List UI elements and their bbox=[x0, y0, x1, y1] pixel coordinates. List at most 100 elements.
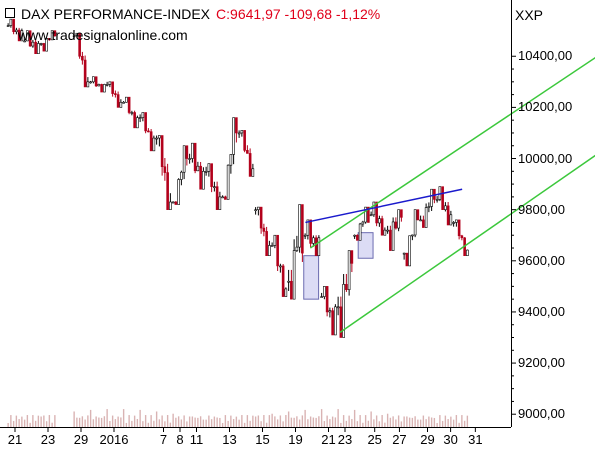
candle-body bbox=[199, 165, 202, 190]
candle-body bbox=[116, 94, 120, 108]
volume-bar bbox=[216, 417, 218, 427]
volume-bar bbox=[422, 415, 425, 427]
y-tick-label: 9800,00 bbox=[518, 201, 565, 217]
candle-body bbox=[9, 18, 13, 26]
volume-bar bbox=[441, 420, 444, 427]
x-tick-label: 23 bbox=[40, 432, 56, 447]
volume-bar bbox=[106, 409, 108, 427]
candle-body bbox=[166, 172, 169, 210]
volume-bar bbox=[43, 415, 45, 427]
candle-body bbox=[31, 41, 35, 47]
volume-bar bbox=[142, 421, 144, 427]
channel-line bbox=[339, 154, 595, 334]
candle-body bbox=[328, 310, 332, 313]
volume-bar bbox=[282, 421, 284, 427]
candle-body bbox=[273, 234, 277, 246]
candle-body bbox=[323, 286, 326, 297]
volume-bar bbox=[246, 415, 249, 427]
candle-body bbox=[331, 310, 334, 336]
volume-bar bbox=[265, 422, 268, 427]
quote-readout: C:9641,97 -109,68 -1,12% bbox=[216, 6, 381, 22]
volume-bar bbox=[81, 416, 84, 427]
candle-body bbox=[298, 204, 301, 248]
volume-bar bbox=[172, 413, 174, 427]
candle-body bbox=[160, 135, 164, 168]
candle-body bbox=[207, 163, 211, 172]
volume-bar bbox=[202, 419, 205, 427]
channel-line bbox=[309, 56, 595, 249]
volume-bar bbox=[463, 420, 466, 427]
candle-body bbox=[111, 81, 114, 94]
volume-bar bbox=[213, 416, 216, 427]
volume-bar bbox=[458, 422, 460, 427]
candle-body bbox=[180, 171, 183, 180]
candle-body bbox=[89, 81, 92, 84]
symbol-label: XXP bbox=[515, 7, 544, 23]
candle-body bbox=[424, 207, 428, 228]
volume-bar bbox=[257, 415, 260, 427]
candle-body bbox=[356, 234, 359, 241]
candle-body bbox=[358, 223, 362, 241]
candle-body bbox=[149, 131, 153, 152]
y-tick-label: 9600,00 bbox=[518, 252, 565, 268]
candle-body bbox=[367, 206, 370, 223]
candle-body bbox=[457, 219, 461, 237]
volume-bar bbox=[276, 419, 279, 427]
candle-body bbox=[105, 84, 109, 86]
candle-body bbox=[235, 117, 238, 134]
volume-bar bbox=[252, 415, 254, 427]
candle-body bbox=[391, 221, 395, 251]
candle-body bbox=[15, 29, 18, 33]
volume-bar bbox=[331, 416, 334, 427]
candle-body bbox=[405, 252, 409, 267]
checkbox-icon[interactable] bbox=[5, 8, 15, 18]
candle-body bbox=[325, 286, 329, 313]
volume-bar bbox=[54, 415, 56, 427]
volume-bar bbox=[197, 417, 199, 427]
volume-bar bbox=[296, 416, 298, 427]
candle-body bbox=[103, 84, 106, 93]
candle-body bbox=[229, 154, 233, 166]
candle-body bbox=[422, 219, 425, 228]
candle-body bbox=[185, 145, 189, 159]
candle-body bbox=[133, 112, 136, 129]
volume-bar bbox=[10, 415, 12, 427]
candle-body bbox=[50, 30, 54, 41]
candle-body bbox=[119, 101, 123, 108]
volume-bar bbox=[238, 419, 240, 427]
candle-body bbox=[215, 186, 219, 210]
volume-bar bbox=[120, 417, 122, 427]
volume-bar bbox=[131, 420, 133, 427]
candle-body bbox=[26, 30, 29, 42]
candle-body bbox=[75, 32, 79, 37]
volume-bar bbox=[109, 421, 111, 427]
volume-bar bbox=[406, 416, 408, 427]
trendlines bbox=[305, 56, 595, 334]
volume-bar bbox=[452, 419, 455, 427]
candle-body bbox=[353, 234, 356, 237]
volume-bar bbox=[411, 417, 414, 427]
volume-bar bbox=[428, 416, 430, 427]
volume-bar bbox=[408, 417, 411, 427]
candle-body bbox=[144, 112, 147, 132]
candle-body bbox=[163, 166, 167, 173]
volume-bar bbox=[419, 419, 422, 427]
volume-bar bbox=[29, 422, 31, 427]
volume-bar bbox=[177, 416, 180, 427]
candle-body bbox=[295, 246, 299, 251]
x-tick-label: 21 bbox=[7, 432, 23, 447]
volume-bar bbox=[340, 422, 342, 427]
volume-bar bbox=[395, 419, 397, 427]
candle-body bbox=[177, 179, 180, 205]
candle-body bbox=[240, 130, 244, 134]
volume-bar bbox=[34, 420, 37, 427]
volume-bar bbox=[315, 417, 317, 427]
candle-body bbox=[400, 209, 403, 218]
volume-bar bbox=[384, 422, 386, 427]
volume-bar bbox=[287, 411, 290, 427]
volume-bar bbox=[78, 417, 81, 427]
candle-body bbox=[430, 188, 433, 207]
volume-bar bbox=[155, 411, 158, 427]
volume-bar bbox=[175, 417, 177, 427]
